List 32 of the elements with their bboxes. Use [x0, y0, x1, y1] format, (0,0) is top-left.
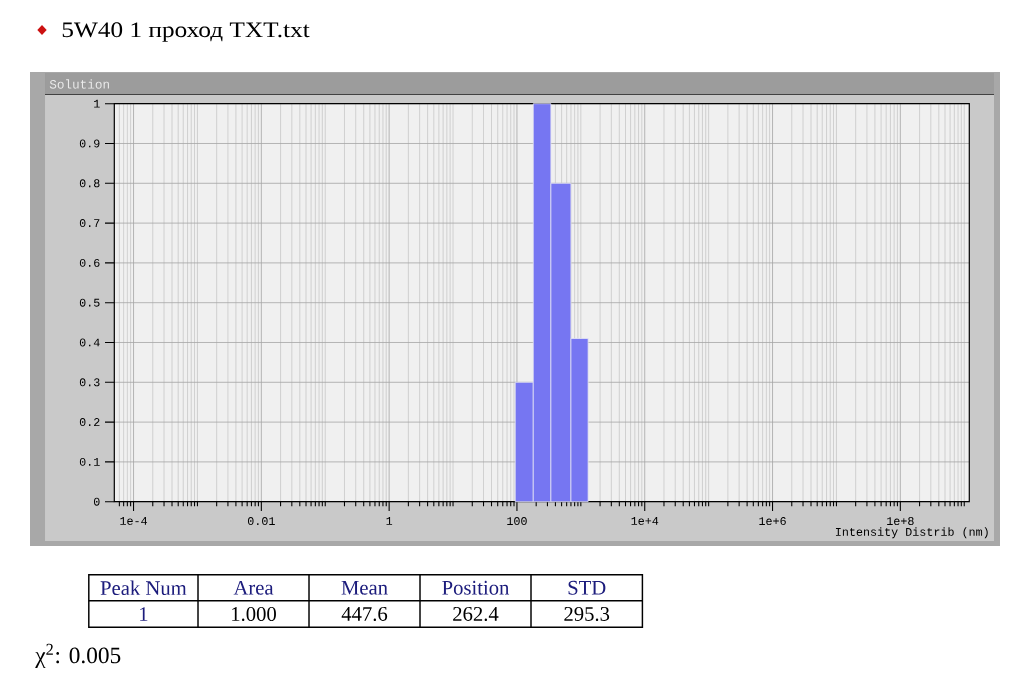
y-tick-label: 0.8 [79, 179, 100, 188]
x-tick-label: 1e+6 [759, 517, 786, 526]
x-axis-title: Intensity Distrib (nm) [835, 527, 988, 539]
text: Position [442, 580, 510, 595]
text: STD [568, 580, 606, 595]
y-tick-label: 0.4 [79, 338, 100, 347]
y-tick-label: 0.1 [79, 457, 100, 466]
text: Peak Num [100, 580, 187, 596]
text: 1 [140, 607, 148, 621]
text: Mean [341, 580, 388, 595]
y-tick-label: 0.2 [79, 418, 100, 427]
y-tick-label: 0.6 [79, 258, 100, 267]
y-tick-label: 0.7 [79, 219, 100, 228]
x-tick-label: 100 [507, 517, 527, 526]
x-tick-label: 1e+8 [887, 517, 914, 526]
x-tick-label: 0.01 [247, 517, 275, 526]
x-tick-label: 1e-4 [120, 517, 148, 525]
y-tick-label: 0.9 [79, 139, 100, 148]
x-tick-label: 1e+4 [631, 517, 659, 525]
text: 447.6 [341, 607, 388, 621]
text: Area [233, 580, 274, 595]
y-tick-label: 0 [93, 497, 100, 506]
y-tick-label: 0.3 [79, 378, 100, 387]
text: χ$^{2}$: 0.005 [35, 643, 121, 668]
text: 1.000 [232, 606, 276, 622]
x-tick-label: 1 [386, 517, 393, 525]
chart-subtitle: Solution [49, 79, 109, 89]
chart-title: 5W40 1 проход TXT.txt [62, 22, 310, 42]
y-tick-label: 1 [94, 99, 100, 108]
y-tick-label: 0.5 [79, 298, 100, 307]
text: 295.3 [564, 607, 610, 621]
text: 262.4 [453, 607, 499, 621]
